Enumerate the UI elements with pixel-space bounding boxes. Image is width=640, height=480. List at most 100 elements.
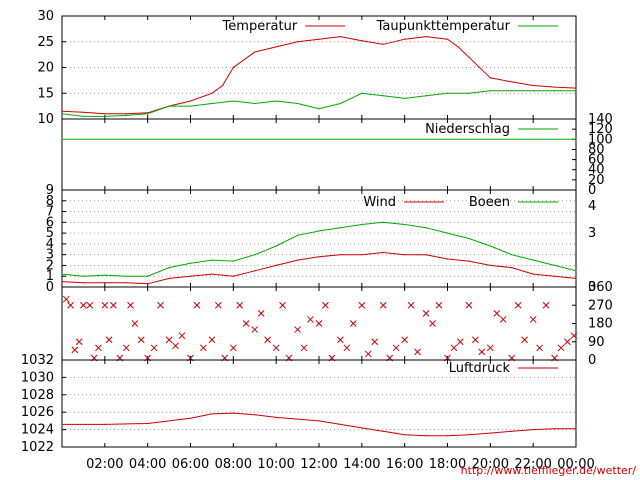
data-point bbox=[425, 95, 427, 97]
data-point bbox=[104, 282, 106, 284]
data-point bbox=[104, 274, 106, 276]
data-point bbox=[404, 434, 406, 436]
data-point bbox=[446, 232, 449, 234]
ytick-label: 30 bbox=[37, 9, 54, 24]
wind-direction-point bbox=[529, 316, 537, 323]
ytick-label: 25 bbox=[37, 35, 54, 50]
data-point bbox=[296, 259, 299, 261]
data-point bbox=[189, 262, 192, 264]
data-point bbox=[125, 275, 127, 277]
data-point bbox=[254, 414, 256, 416]
data-point bbox=[361, 254, 363, 256]
data-point bbox=[318, 256, 320, 258]
data-point bbox=[232, 100, 234, 102]
ytick-label: 40 bbox=[588, 163, 605, 178]
wind-direction-point bbox=[101, 301, 109, 309]
data-point bbox=[532, 273, 534, 275]
data-point bbox=[147, 422, 149, 425]
wind-direction-point bbox=[486, 344, 494, 352]
data-point bbox=[232, 412, 234, 414]
data-point bbox=[254, 254, 256, 256]
data-point bbox=[296, 234, 299, 236]
xtick-label: 10:00 bbox=[257, 457, 294, 472]
data-point bbox=[82, 111, 85, 113]
data-point bbox=[232, 66, 234, 69]
ytick-label: 6 bbox=[46, 215, 54, 230]
data-point bbox=[575, 87, 577, 89]
data-point bbox=[382, 95, 384, 97]
x-axis: 02:00 04:00 06:00 08:00 10:00 12:00 14:00 16:00… bbox=[86, 457, 595, 472]
panel-4: 1022 1024 1026 1028 1030 1032 Luftdruck bbox=[21, 353, 577, 455]
wind-direction-point bbox=[315, 320, 323, 327]
xtick-label: 06:00 bbox=[172, 457, 209, 472]
right-tick-label: 3 bbox=[588, 226, 596, 241]
wind-direction-point bbox=[264, 336, 271, 344]
wind-direction-point bbox=[499, 316, 507, 323]
data-point bbox=[404, 97, 406, 99]
data-point bbox=[82, 275, 85, 277]
data-point bbox=[232, 260, 234, 262]
panel-3: 0 90 180 270 360 bbox=[61, 280, 613, 368]
data-point bbox=[382, 43, 384, 45]
ytick-label: 20 bbox=[588, 173, 605, 188]
xtick-label: 00:00 bbox=[557, 457, 594, 472]
data-point bbox=[532, 259, 534, 261]
wind-direction-point bbox=[379, 301, 387, 309]
data-point bbox=[468, 56, 470, 58]
data-point bbox=[468, 260, 470, 262]
data-point bbox=[168, 267, 170, 269]
data-point bbox=[222, 84, 224, 87]
data-point bbox=[468, 92, 470, 94]
data-point bbox=[446, 258, 449, 260]
ytick-label: 8 bbox=[46, 194, 54, 209]
wind-direction-point bbox=[172, 342, 179, 350]
data-point bbox=[147, 275, 149, 277]
ytick-label: 360 bbox=[588, 280, 613, 295]
wind-direction-point bbox=[392, 344, 400, 352]
wind-direction-point bbox=[364, 350, 372, 358]
data-point bbox=[361, 427, 363, 429]
wind-direction-point bbox=[570, 332, 578, 340]
wind-direction-point bbox=[137, 336, 145, 344]
data-point bbox=[553, 264, 556, 267]
data-point bbox=[382, 221, 384, 223]
wind-direction-point bbox=[251, 326, 259, 333]
data-point bbox=[211, 102, 213, 105]
wind-direction-point bbox=[371, 338, 379, 346]
xtick-label: 22:00 bbox=[514, 457, 551, 472]
ytick-label: 7 bbox=[46, 205, 54, 220]
data-point bbox=[275, 100, 277, 102]
data-point bbox=[468, 434, 470, 436]
panel-0: 10 15 20 25 30 Taupunkttemperatur Temperatur bbox=[37, 9, 577, 127]
legend-label: Temperatur bbox=[222, 19, 298, 34]
data-point bbox=[318, 38, 320, 40]
data-point bbox=[532, 84, 534, 87]
data-point bbox=[511, 81, 513, 83]
series-line-temperatur bbox=[61, 36, 577, 115]
data-point bbox=[511, 254, 513, 256]
data-point bbox=[211, 413, 213, 415]
ytick-label: 90 bbox=[588, 335, 605, 350]
xtick-label: 18:00 bbox=[429, 457, 466, 472]
wind-direction-point bbox=[471, 336, 479, 344]
wind-direction-point bbox=[358, 301, 366, 309]
data-point bbox=[275, 264, 277, 267]
wind-direction-point bbox=[407, 301, 415, 309]
wind-direction-point bbox=[165, 336, 173, 344]
footer-url[interactable]: http://www.tiefflieger.de/wetter/ bbox=[461, 464, 637, 477]
data-point bbox=[382, 430, 384, 432]
data-point bbox=[254, 270, 256, 272]
data-point bbox=[61, 138, 63, 140]
wind-direction-point bbox=[122, 344, 130, 352]
data-point bbox=[457, 46, 459, 48]
data-point bbox=[189, 417, 192, 419]
data-point bbox=[425, 227, 427, 229]
ytick-label: 100 bbox=[588, 132, 613, 147]
data-point bbox=[61, 281, 63, 283]
data-point bbox=[211, 273, 213, 275]
wind-direction-point bbox=[429, 320, 436, 327]
wind-direction-point bbox=[127, 301, 134, 309]
data-point bbox=[361, 40, 363, 42]
wind-direction-point bbox=[199, 344, 207, 352]
data-point bbox=[553, 275, 556, 277]
